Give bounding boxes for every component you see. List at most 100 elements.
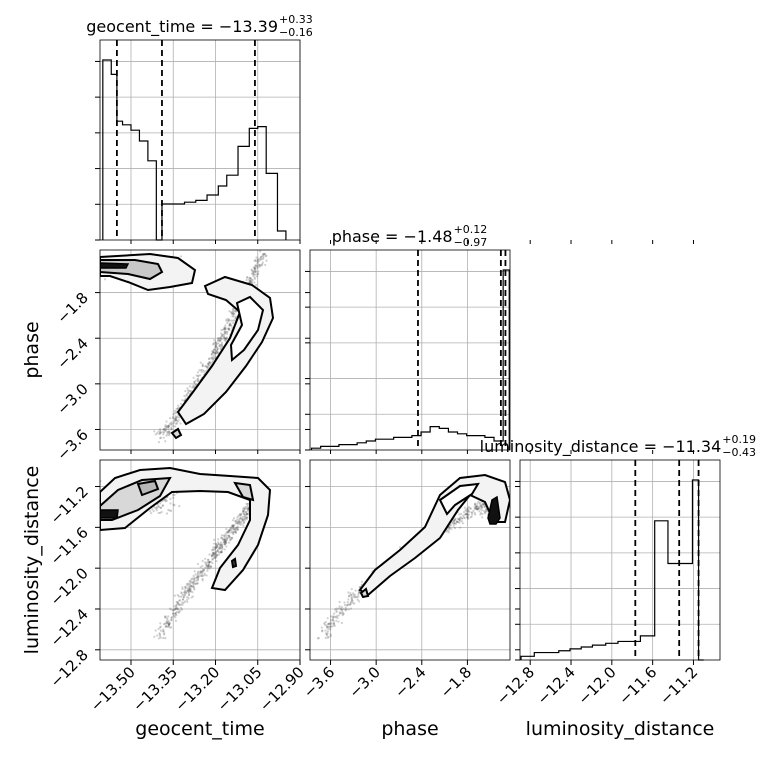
- scatter-point: [170, 608, 173, 611]
- scatter-point: [252, 273, 255, 276]
- scatter-point: [216, 350, 219, 353]
- scatter-point: [174, 418, 178, 422]
- scatter-point: [214, 352, 217, 355]
- scatter-point: [199, 570, 202, 573]
- scatter-point: [231, 321, 235, 325]
- scatter-point: [225, 527, 228, 531]
- scatter-point: [218, 345, 221, 348]
- scatter-point: [157, 627, 160, 630]
- scatter-point: [186, 387, 189, 390]
- scatter-point: [253, 277, 257, 280]
- scatter-point: [214, 556, 217, 559]
- scatter-point: [168, 430, 171, 433]
- scatter-point: [165, 434, 168, 437]
- scatter-point: [155, 507, 158, 510]
- scatter-point: [220, 549, 223, 552]
- scatter-point: [354, 595, 358, 598]
- scatter-point: [167, 432, 171, 435]
- scatter-point: [188, 583, 191, 586]
- title-plus: +0.19: [722, 433, 756, 446]
- scatter-point: [215, 553, 219, 557]
- scatter-point: [163, 622, 167, 625]
- scatter-point: [206, 567, 209, 570]
- scatter-point: [317, 637, 320, 640]
- scatter-point: [232, 530, 235, 533]
- scatter-point: [165, 620, 168, 623]
- scatter-point: [231, 536, 234, 539]
- scatter-point: [207, 565, 210, 568]
- scatter-point: [161, 504, 164, 507]
- scatter-point: [330, 619, 333, 622]
- scatter-point: [178, 599, 182, 602]
- scatter-point: [398, 546, 402, 549]
- y-tick-label: −11.2: [47, 483, 92, 528]
- scatter-point: [460, 517, 463, 520]
- scatter-point: [154, 629, 157, 632]
- scatter-point: [327, 627, 330, 630]
- scatter-point: [173, 409, 176, 413]
- scatter-point: [221, 537, 225, 540]
- scatter-point: [189, 589, 192, 592]
- scatter-point: [194, 573, 197, 576]
- scatter-point: [454, 522, 458, 525]
- scatter-point: [337, 607, 340, 610]
- scatter-point: [220, 334, 224, 338]
- scatter-point: [329, 626, 332, 629]
- scatter-point: [465, 512, 468, 516]
- scatter-point: [224, 340, 227, 343]
- scatter-point: [225, 531, 228, 534]
- scatter-point: [449, 524, 452, 527]
- scatter-point: [188, 588, 191, 591]
- scatter-point: [185, 394, 188, 397]
- scatter-point: [225, 534, 228, 537]
- scatter-point: [221, 333, 224, 336]
- scatter-point: [220, 341, 224, 344]
- scatter-point: [174, 422, 178, 425]
- scatter-point: [216, 545, 219, 548]
- scatter-point: [188, 589, 191, 592]
- scatter-point: [212, 548, 216, 551]
- scatter-point: [233, 309, 236, 312]
- scatter-point: [220, 544, 224, 547]
- scatter-point: [184, 600, 187, 603]
- scatter-point: [227, 328, 230, 331]
- scatter-point: [324, 632, 328, 635]
- scatter-point: [475, 508, 479, 511]
- scatter-point: [329, 623, 332, 626]
- scatter-point: [245, 279, 248, 282]
- scatter-point: [169, 417, 172, 420]
- scatter-point: [478, 501, 482, 504]
- scatter-point: [336, 616, 339, 620]
- scatter-point: [341, 612, 344, 615]
- scatter-point: [245, 516, 248, 519]
- scatter-point: [201, 364, 205, 367]
- scatter-point: [265, 254, 268, 257]
- scatter-point: [341, 613, 344, 617]
- scatter-point: [156, 634, 159, 637]
- scatter-point: [193, 576, 196, 579]
- scatter-point: [217, 553, 220, 556]
- scatter-point: [221, 344, 224, 347]
- scatter-point: [331, 625, 334, 628]
- scatter-point: [167, 427, 170, 430]
- scatter-point: [159, 431, 162, 434]
- scatter-point: [480, 506, 484, 509]
- scatter-point: [157, 441, 161, 444]
- scatter-point: [353, 602, 356, 605]
- scatter-point: [198, 572, 202, 575]
- scatter-point: [220, 335, 223, 338]
- scatter-point: [256, 266, 259, 269]
- scatter-point: [165, 622, 168, 625]
- scatter-point: [481, 503, 484, 506]
- scatter-point: [188, 590, 191, 593]
- scatter-point: [201, 574, 205, 578]
- scatter-point: [207, 563, 210, 566]
- scatter-point: [229, 527, 232, 530]
- scatter-point: [206, 561, 209, 564]
- scatter-point: [357, 593, 360, 596]
- contour-inner: [233, 481, 255, 502]
- scatter-point: [246, 512, 249, 515]
- scatter-point: [346, 600, 349, 604]
- scatter-point: [186, 587, 189, 590]
- scatter-point: [224, 542, 227, 545]
